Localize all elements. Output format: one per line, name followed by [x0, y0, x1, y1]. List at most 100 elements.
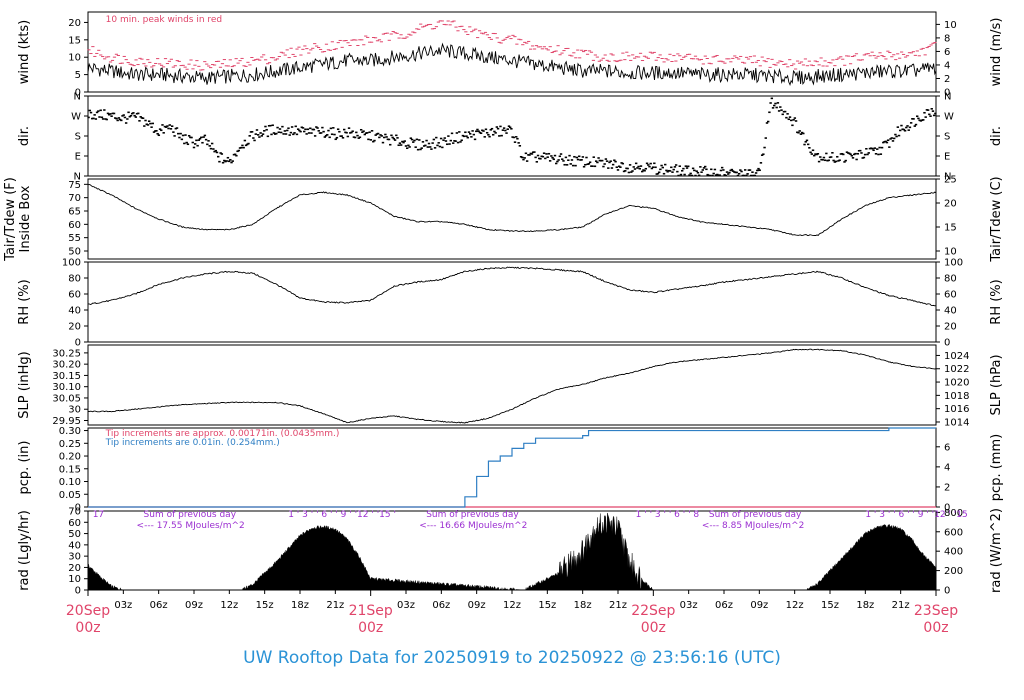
ytick-label-left-rh: 40	[68, 306, 81, 317]
ylabel-left-dir: dir.	[17, 126, 32, 146]
xtick-label: 21z	[326, 600, 344, 611]
ytick-label-right-rad: 800	[944, 508, 963, 519]
ytick-label-left-rad: 70	[68, 507, 81, 518]
ytick-label-right-temp: 20	[944, 199, 957, 210]
ytick-label-left-temp: 65	[68, 207, 81, 218]
ylabel-left-pcp: pcp. (in)	[17, 441, 32, 495]
ytick-label-right-wind: 10	[944, 20, 957, 31]
xtick-label: 18z	[291, 600, 309, 611]
ytick-label-right-rad: 600	[944, 527, 963, 538]
ytick-label-right-pcp: 4	[944, 462, 950, 473]
ytick-label-right-rad: 0	[944, 586, 950, 597]
xtick-label: 09z	[185, 600, 203, 611]
ytick-label-left-temp: 75	[68, 180, 81, 191]
ytick-label-left-pcp: 0.05	[59, 490, 81, 501]
ytick-label-right-rh: 0	[944, 338, 950, 349]
xtick-label: 15z	[256, 600, 274, 611]
ytick-label-right-dir: S	[944, 132, 950, 143]
xtick-label: 18z	[574, 600, 592, 611]
rad-sum-value: <--- 17.55 MJoules/m^2	[137, 521, 245, 531]
ytick-label-right-rh: 20	[944, 322, 957, 333]
ytick-label-left-slp: 30.25	[52, 348, 81, 359]
ylabel-left-slp: SLP (inHg)	[17, 351, 32, 419]
ytick-label-left-rh: 0	[75, 338, 81, 349]
ylabel-right-pcp: pcp. (mm)	[989, 434, 1004, 501]
ytick-label-right-rh: 80	[944, 274, 957, 285]
wind-mean-line	[87, 42, 937, 87]
ytick-label-left-slp: 30.10	[52, 382, 81, 393]
day-label-date: 21Sep	[349, 603, 393, 619]
day-label-date: 23Sep	[914, 603, 958, 619]
ytick-label-right-rh: 100	[944, 258, 963, 269]
xtick-label: 06z	[432, 600, 450, 611]
ytick-label-left-pcp: 0.20	[59, 452, 81, 463]
ytick-label-left-wind: 10	[68, 53, 81, 64]
temp-line	[87, 184, 937, 236]
ytick-label-right-wind: 4	[944, 60, 950, 71]
ytick-label-left-rh: 20	[68, 322, 81, 333]
ytick-label-left-temp: 50	[68, 247, 81, 258]
ytick-label-left-rad: 30	[68, 552, 81, 563]
ytick-label-left-pcp: 0.30	[59, 426, 81, 437]
ytick-label-right-rad: 200	[944, 566, 963, 577]
ytick-label-left-slp: 29.95	[52, 416, 81, 427]
panel-frame-temp	[87, 178, 937, 260]
ytick-label-left-slp: 30.15	[52, 371, 81, 382]
rad-hour-marks: 1 ' 3 ' ' 6 ' ' 9 ' '12 ' '15 '	[288, 510, 396, 520]
ytick-label-right-rh: 40	[944, 306, 957, 317]
rad-sum-label: Sum of previous day	[144, 510, 237, 520]
ylabel-left-rad: rad (Lgly/hr)	[17, 510, 32, 591]
panel-frame-rh	[87, 261, 937, 343]
xtick-label: 18z	[856, 600, 874, 611]
ytick-label-right-slp: 1022	[944, 364, 969, 375]
day-label-date: 22Sep	[631, 603, 675, 619]
ylabel-right-slp: SLP (hPa)	[989, 354, 1004, 415]
ytick-label-right-pcp: 2	[944, 482, 950, 493]
panel-frame-slp	[87, 344, 937, 426]
slp-line	[87, 348, 937, 424]
ytick-label-right-rad: 400	[944, 547, 963, 558]
ytick-label-left-slp: 30	[68, 405, 81, 416]
ytick-label-left-dir: E	[75, 152, 81, 163]
ylabel-left-rh: RH (%)	[17, 279, 32, 324]
xtick-label: 06z	[715, 600, 733, 611]
ytick-label-right-wind: 2	[944, 74, 950, 85]
ytick-label-left-dir: N	[74, 92, 81, 103]
ytick-label-left-dir: S	[75, 132, 81, 143]
ytick-label-left-rad: 0	[75, 586, 81, 597]
ytick-label-right-rh: 60	[944, 290, 957, 301]
ytick-label-left-pcp: 0.25	[59, 439, 81, 450]
xtick-label: 06z	[150, 600, 168, 611]
rad-sum-value: <--- 16.66 MJoules/m^2	[419, 521, 527, 531]
ylabel-left-temp: Inside Box	[18, 185, 33, 252]
footer-title: UW Rooftop Data for 20250919 to 20250922…	[243, 648, 781, 668]
xtick-label: 09z	[468, 600, 486, 611]
day-label-date: 20Sep	[66, 603, 110, 619]
xtick-label: 03z	[114, 600, 132, 611]
ylabel-right-wind: wind (m/s)	[989, 18, 1004, 87]
ytick-label-right-slp: 1018	[944, 391, 969, 402]
ytick-label-left-rad: 10	[68, 574, 81, 585]
ytick-label-right-temp: 15	[944, 223, 957, 234]
rad-hour-marks: 1 ' 3 ' ' 6 ' ' 9 ' '12 ' '15	[865, 510, 967, 520]
ylabel-left-temp: Tair/Tdew (F)	[3, 177, 18, 262]
xtick-label: 03z	[397, 600, 415, 611]
rad-sum-label: Sum of previous day	[426, 510, 519, 520]
ytick-label-right-dir: N	[944, 92, 951, 103]
xtick-label: 03z	[680, 600, 698, 611]
ytick-label-right-wind: 0	[944, 88, 950, 99]
xtick-label: 15z	[538, 600, 556, 611]
xtick-label: 21z	[609, 600, 627, 611]
ytick-label-left-rh: 80	[68, 274, 81, 285]
rad-sum-value: <--- 8.85 MJoules/m^2	[702, 521, 804, 531]
ytick-label-right-wind: 8	[944, 33, 950, 44]
ytick-label-left-rad: 50	[68, 529, 81, 540]
ytick-label-left-wind: 5	[75, 70, 81, 81]
ytick-label-right-temp: 10	[944, 247, 957, 258]
ytick-label-right-wind: 6	[944, 47, 950, 58]
ytick-label-left-dir: N	[74, 172, 81, 183]
ytick-label-left-pcp: 0	[75, 503, 81, 514]
ytick-label-left-wind: 15	[68, 35, 81, 46]
ytick-label-left-rad: 40	[68, 540, 81, 551]
